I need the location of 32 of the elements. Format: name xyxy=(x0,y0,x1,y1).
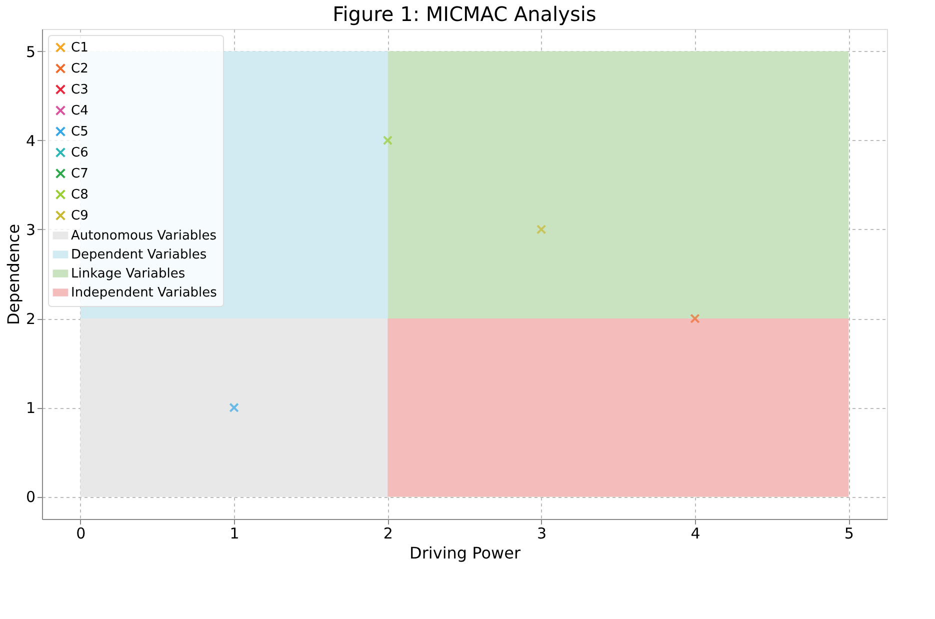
x-tick-label: 3 xyxy=(537,524,547,542)
x-axis-title: Driving Power xyxy=(409,544,521,562)
y-tick-label: 1 xyxy=(26,399,36,418)
legend-label: C6 xyxy=(71,146,88,160)
point xyxy=(382,135,393,146)
legend-label: C1 xyxy=(71,40,88,56)
y-tick-label: 5 xyxy=(26,42,36,61)
legend-label: C8 xyxy=(71,188,88,202)
y-axis-title: Dependence xyxy=(4,224,23,326)
legend-label: C5 xyxy=(71,124,88,140)
legend-label: C3 xyxy=(71,82,88,98)
y-tick-label: 0 xyxy=(26,488,36,506)
x-tick-label: 5 xyxy=(844,524,854,542)
legend-label: Linkage Variables xyxy=(71,266,186,282)
x-tick-label: 2 xyxy=(383,524,393,542)
y-tick-label: 4 xyxy=(26,132,36,150)
legend-label: C4 xyxy=(71,104,88,118)
point xyxy=(536,224,546,234)
legend-label: C2 xyxy=(71,62,88,76)
point xyxy=(229,402,239,413)
y-tick-label: 2 xyxy=(26,310,36,328)
legend-label: Dependent Variables xyxy=(71,248,207,262)
chart-title: Figure 1: MICMAC Analysis xyxy=(332,2,596,26)
legend-label: Independent Variables xyxy=(71,286,218,300)
y-tick-label: 3 xyxy=(26,220,36,239)
legend-label: C9 xyxy=(71,208,88,224)
point xyxy=(690,314,700,324)
x-tick-label: 4 xyxy=(690,524,700,542)
x-tick-label: 1 xyxy=(230,524,240,542)
legend-label: Autonomous Variables xyxy=(71,228,217,244)
legend-label: C7 xyxy=(71,166,88,182)
x-tick-label: 0 xyxy=(76,524,86,542)
